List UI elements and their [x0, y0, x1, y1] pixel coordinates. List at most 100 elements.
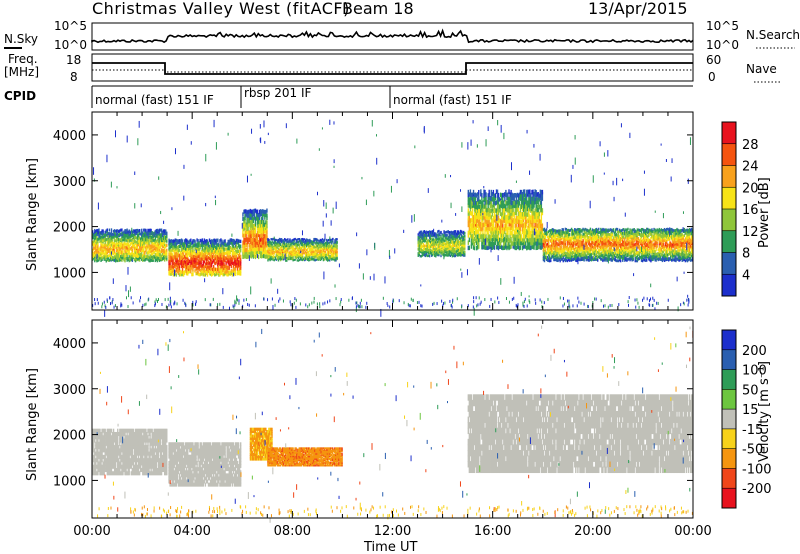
power-echo-cell [211, 272, 214, 276]
power-echo-cell [259, 223, 262, 228]
power-echo-cell [249, 212, 251, 217]
power-echo-cell [106, 230, 109, 234]
power-echo-cell [269, 240, 271, 243]
power-echo-cell [106, 258, 109, 262]
power-echo-cell [236, 271, 239, 276]
power-echo-cell [205, 251, 208, 255]
power-echo-cell [153, 239, 155, 243]
power-echo-cell [327, 244, 330, 248]
power-echo-cell [109, 247, 112, 251]
power-echo-cell [146, 255, 148, 259]
power-echo-cell [418, 234, 420, 237]
power-echo-cell [307, 255, 309, 259]
power-echo-cell [129, 236, 131, 240]
power-echo-cell [279, 257, 282, 260]
power-echo-cell [238, 262, 241, 267]
power-echo-cell [234, 254, 237, 258]
power-echo-cell [234, 264, 237, 268]
power-echo-cell [268, 254, 270, 257]
power-echo-cell [109, 237, 112, 241]
power-echo-cell [152, 248, 154, 252]
power-echo-cell [261, 216, 263, 222]
power-echo-cell [135, 236, 138, 240]
power-echo-cell [146, 237, 148, 240]
power-echo-cell [166, 234, 168, 238]
power-echo-cell [250, 219, 252, 224]
power-echo-cell [190, 264, 192, 268]
power-echo-cell [144, 254, 146, 258]
power-echo-cell [147, 238, 149, 242]
power-echo-cell [292, 241, 294, 245]
power-echo-cell [295, 240, 297, 243]
power-echo-cell [96, 241, 98, 245]
power-echo-cell [326, 250, 329, 254]
power-echo-cell [318, 240, 320, 243]
power-echo-cell [151, 243, 153, 247]
power-echo-cell [255, 240, 258, 245]
power-echo-cell [251, 253, 254, 258]
power-echo-cell [334, 248, 336, 251]
power-echo-cell [250, 240, 252, 245]
power-echo-cell [562, 228, 564, 232]
power-echo-cell [163, 232, 166, 236]
power-echo-cell [180, 247, 183, 251]
power-echo-cell [247, 254, 249, 259]
power-echo-cell [296, 259, 298, 262]
power-echo-cell [139, 256, 142, 260]
power-echo-cell [270, 255, 272, 258]
power-echo-cell [293, 242, 295, 245]
power-echo-cell [259, 243, 262, 248]
power-echo-cell [262, 250, 264, 255]
power-echo-cell [119, 247, 121, 251]
power-echo-cell [157, 243, 160, 247]
power-echo-cell [244, 223, 246, 228]
power-echo-cell [233, 239, 236, 243]
power-echo-cell [232, 264, 235, 268]
power-echo-cell [171, 246, 173, 250]
power-echo-cell [175, 254, 178, 258]
power-echo-cell [209, 262, 212, 266]
power-echo-cell [126, 228, 128, 232]
power-echo-cell [126, 241, 128, 245]
power-echo-cell [222, 273, 224, 277]
power-echo-cell [306, 252, 308, 255]
power-echo-cell [109, 239, 112, 243]
power-echo-cell [174, 252, 177, 256]
power-echo-cell [228, 244, 230, 248]
power-echo-cell [334, 259, 336, 262]
power-echo-cell [108, 250, 111, 254]
power-echo-cell [143, 232, 145, 236]
power-echo-cell [310, 253, 312, 256]
power-echo-cell [237, 270, 240, 274]
power-echo-cell [209, 248, 212, 253]
power-echo-cell [251, 209, 254, 214]
power-echo-cell [264, 229, 266, 234]
power-echo-cell [103, 243, 105, 247]
power-echo-cell [200, 272, 202, 276]
power-echo-cell [180, 264, 183, 269]
power-echo-cell [312, 242, 314, 245]
power-echo-cell [296, 244, 298, 248]
power-echo-cell [312, 255, 314, 258]
power-echo-cell [297, 247, 300, 250]
power-echo-cell [160, 239, 163, 243]
power-echo-cell [333, 254, 335, 257]
power-echo-cell [259, 246, 262, 251]
power-echo-cell [124, 259, 126, 263]
power-echo-cell [239, 254, 242, 259]
power-echo-cell [106, 245, 109, 249]
power-echo-cell [124, 248, 126, 252]
power-echo-cell [146, 234, 148, 238]
power-echo-cell [251, 225, 254, 231]
power-echo-cell [252, 224, 255, 229]
power-echo-cell [93, 243, 95, 247]
power-echo-cell [170, 241, 172, 245]
power-echo-cell [266, 224, 268, 229]
power-echo-cell [141, 255, 143, 259]
power-echo-cell [198, 249, 200, 253]
power-echo-cell [210, 245, 213, 250]
power-echo-cell [169, 266, 171, 270]
power-echo-cell [248, 216, 250, 222]
power-echo-cell [173, 264, 175, 269]
power-echo-cell [125, 233, 127, 237]
